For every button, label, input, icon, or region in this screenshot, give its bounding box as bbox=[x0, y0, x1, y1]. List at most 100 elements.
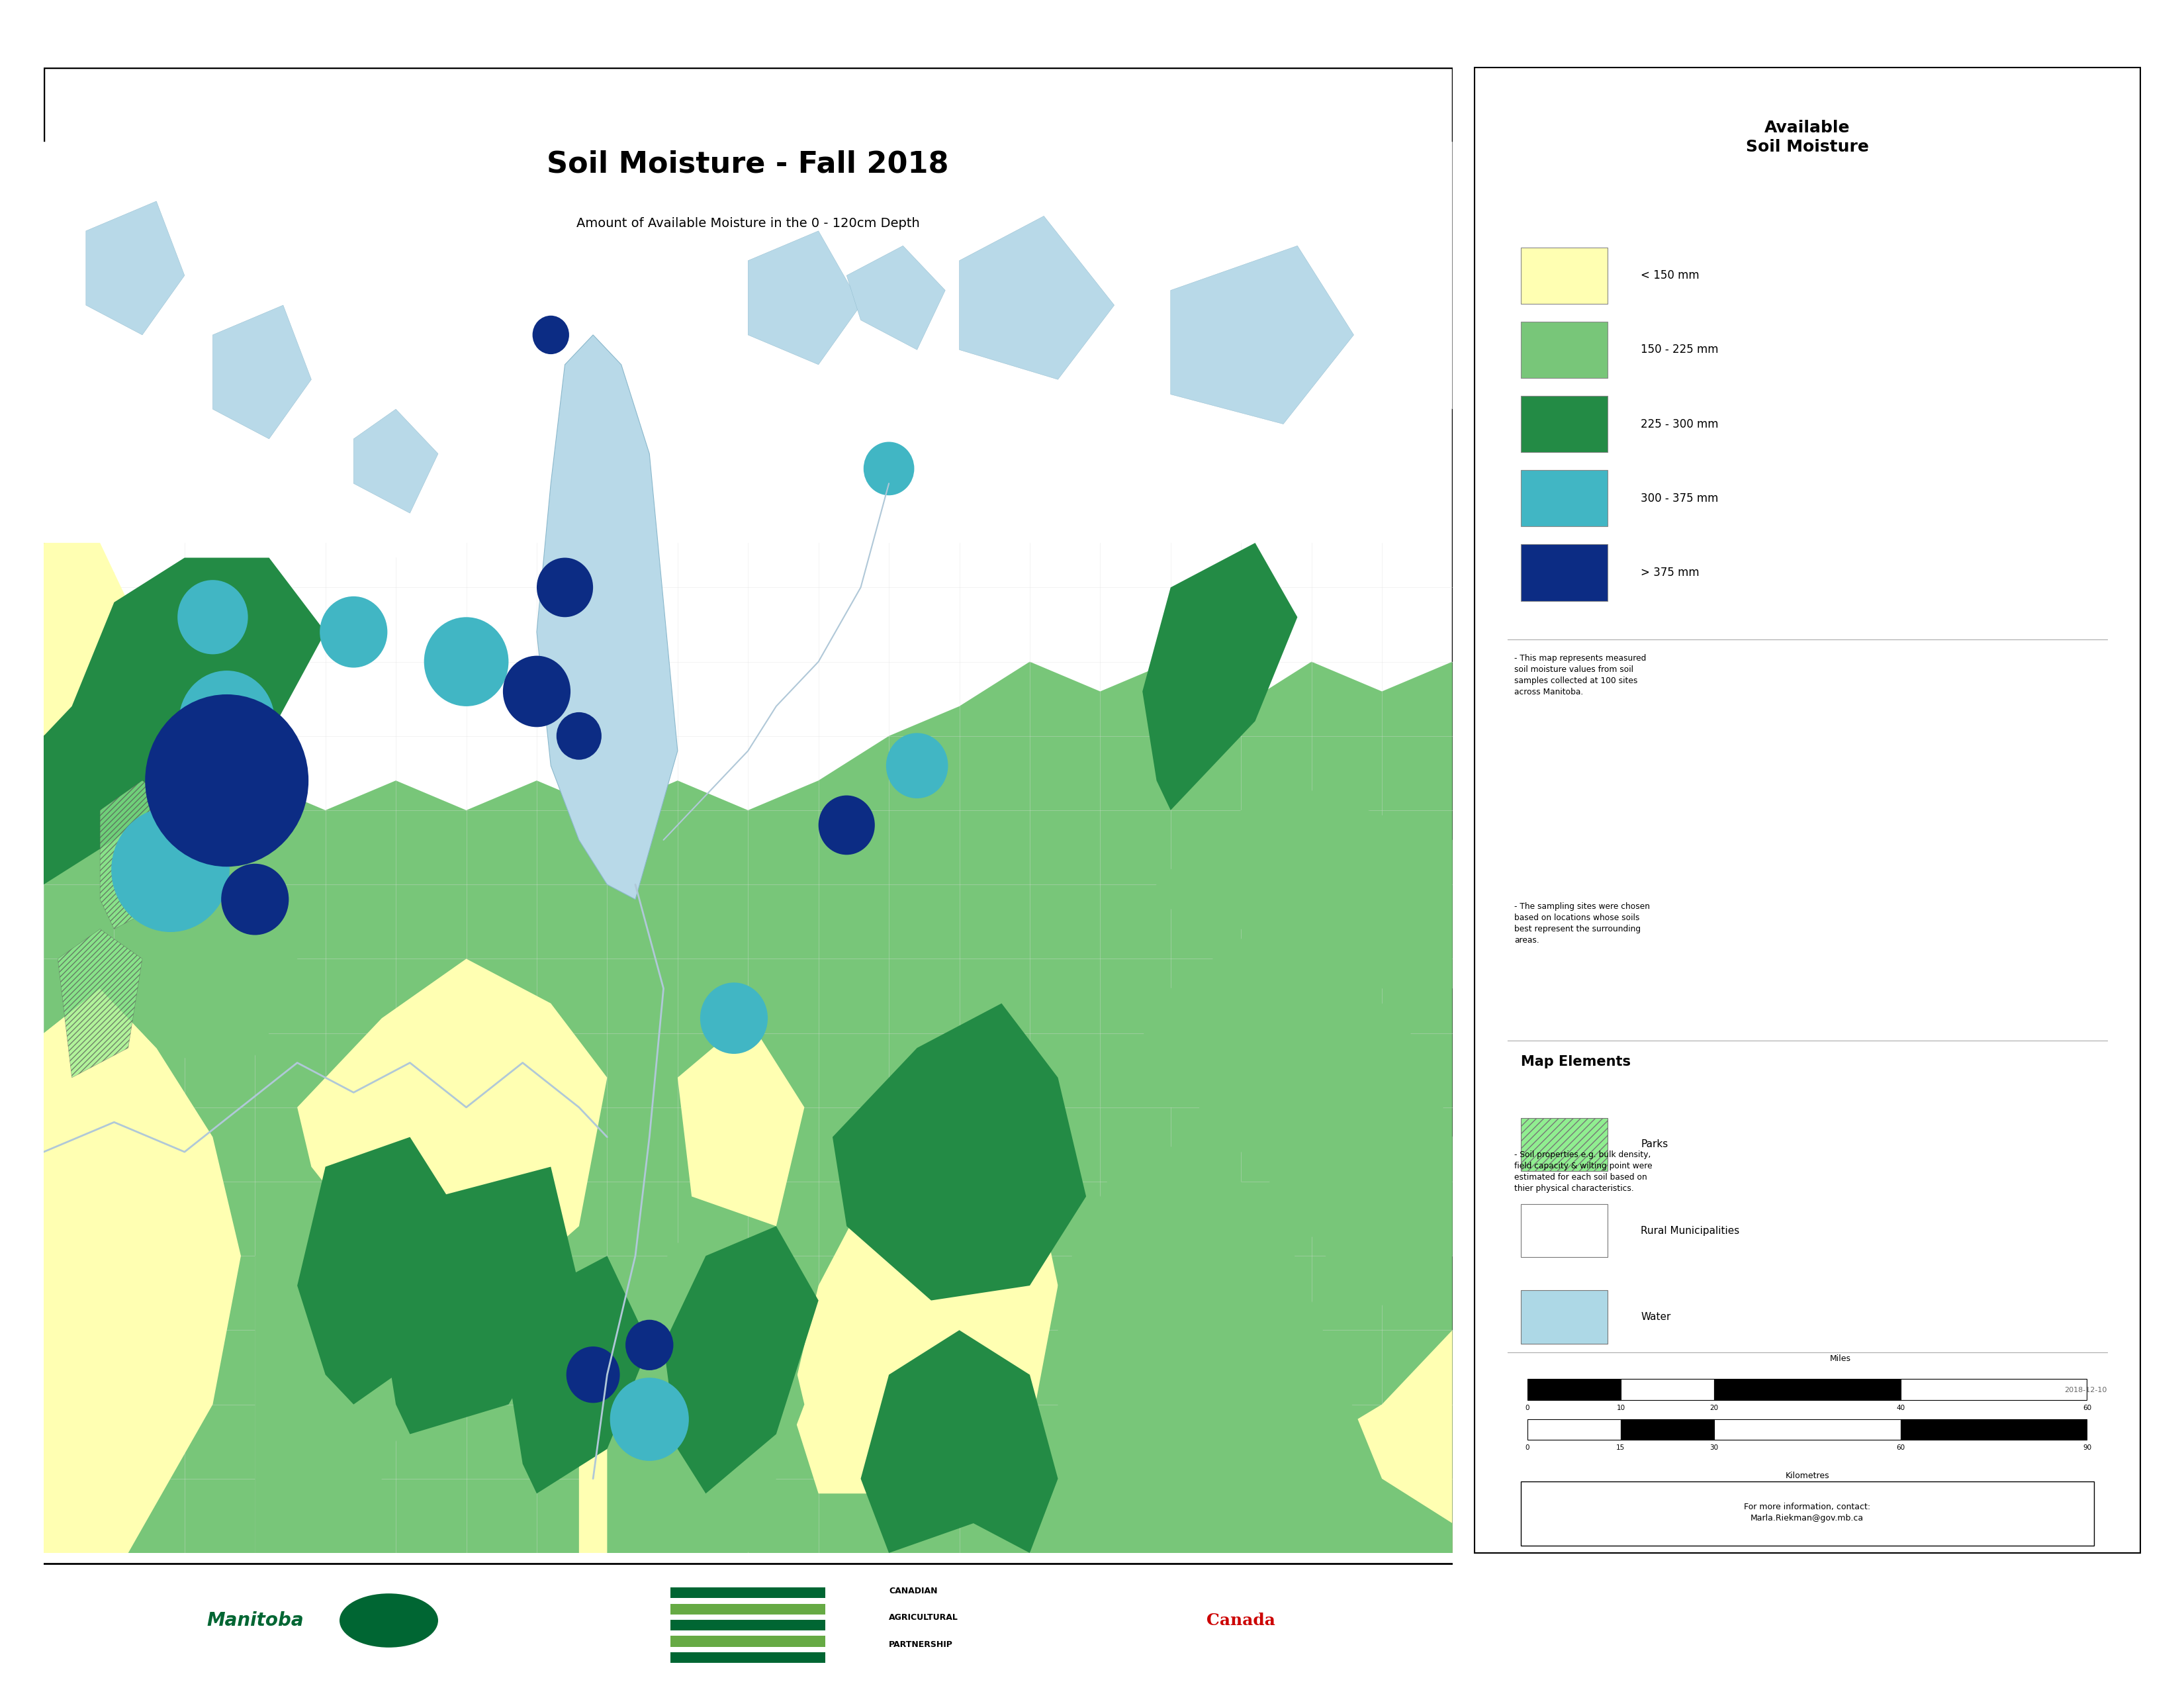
Text: - The sampling sites were chosen
based on locations whose soils
best represent t: - The sampling sites were chosen based o… bbox=[1514, 903, 1649, 945]
Text: Soil Moisture - Fall 2018: Soil Moisture - Fall 2018 bbox=[546, 150, 950, 179]
Polygon shape bbox=[1057, 1435, 1227, 1553]
Polygon shape bbox=[1142, 544, 1297, 810]
Polygon shape bbox=[509, 1256, 649, 1494]
Text: 10: 10 bbox=[1616, 1404, 1625, 1411]
Circle shape bbox=[111, 807, 229, 932]
Ellipse shape bbox=[339, 1593, 439, 1647]
Polygon shape bbox=[860, 1330, 1057, 1553]
Polygon shape bbox=[44, 989, 240, 1553]
Text: Canada: Canada bbox=[1208, 1612, 1275, 1629]
Circle shape bbox=[625, 1320, 673, 1371]
Text: 150 - 225 mm: 150 - 225 mm bbox=[1640, 344, 1719, 356]
Circle shape bbox=[819, 795, 876, 854]
Text: 40: 40 bbox=[1896, 1404, 1904, 1411]
Text: PARTNERSHIP: PARTNERSHIP bbox=[889, 1641, 952, 1649]
Circle shape bbox=[533, 316, 570, 354]
Text: 30: 30 bbox=[1710, 1445, 1719, 1452]
Circle shape bbox=[609, 1377, 688, 1460]
Text: Amount of Available Moisture in the 0 - 120cm Depth: Amount of Available Moisture in the 0 - … bbox=[577, 218, 919, 230]
Polygon shape bbox=[1057, 1138, 1452, 1553]
Polygon shape bbox=[354, 408, 439, 513]
Polygon shape bbox=[297, 959, 607, 1300]
Circle shape bbox=[537, 557, 594, 618]
Polygon shape bbox=[57, 928, 142, 1077]
Text: Kilometres: Kilometres bbox=[1784, 1472, 1830, 1480]
Circle shape bbox=[179, 670, 275, 771]
Bar bbox=[1520, 1290, 1607, 1344]
Circle shape bbox=[144, 694, 308, 866]
Text: - Soil properties e.g. bulk density,
field capacity & wilting point were
estimat: - Soil properties e.g. bulk density, fie… bbox=[1514, 1151, 1653, 1193]
Polygon shape bbox=[959, 216, 1114, 380]
Circle shape bbox=[887, 733, 948, 798]
Text: Miles: Miles bbox=[1830, 1354, 1852, 1362]
Text: 20: 20 bbox=[1710, 1404, 1719, 1411]
Polygon shape bbox=[100, 780, 183, 928]
Bar bbox=[1900, 1379, 2088, 1399]
Polygon shape bbox=[44, 662, 1452, 1553]
Text: CANADIAN: CANADIAN bbox=[889, 1587, 937, 1595]
Text: Rural Municipalities: Rural Municipalities bbox=[1640, 1225, 1738, 1236]
Text: 2018-12-10: 2018-12-10 bbox=[2064, 1386, 2108, 1393]
Bar bbox=[670, 1636, 826, 1647]
Polygon shape bbox=[1114, 780, 1452, 989]
Text: Parks: Parks bbox=[1640, 1139, 1669, 1150]
Polygon shape bbox=[1101, 928, 1452, 1315]
Bar bbox=[1621, 1420, 1714, 1440]
Polygon shape bbox=[832, 1003, 1085, 1300]
Bar bbox=[670, 1653, 826, 1663]
Bar bbox=[1520, 1482, 2094, 1546]
Polygon shape bbox=[44, 557, 325, 885]
Polygon shape bbox=[256, 1182, 411, 1553]
Bar bbox=[1621, 1379, 1714, 1399]
Text: 90: 90 bbox=[2084, 1445, 2092, 1452]
Text: For more information, contact:
Marla.Riekman@gov.mb.ca: For more information, contact: Marla.Rie… bbox=[1745, 1502, 1870, 1523]
Text: Available
Soil Moisture: Available Soil Moisture bbox=[1745, 120, 1870, 155]
Bar bbox=[1520, 395, 1607, 452]
Circle shape bbox=[177, 581, 249, 655]
Text: Map Elements: Map Elements bbox=[1520, 1055, 1631, 1069]
Polygon shape bbox=[44, 142, 1452, 572]
Text: - This map represents measured
soil moisture values from soil
samples collected : - This map represents measured soil mois… bbox=[1514, 655, 1647, 697]
Bar bbox=[1527, 1420, 1621, 1440]
Circle shape bbox=[557, 712, 601, 760]
Text: 60: 60 bbox=[1896, 1445, 1904, 1452]
Bar bbox=[1900, 1420, 2088, 1440]
Polygon shape bbox=[382, 1166, 579, 1435]
Text: 0: 0 bbox=[1524, 1445, 1529, 1452]
Polygon shape bbox=[607, 1225, 804, 1553]
Bar bbox=[1520, 544, 1607, 601]
Polygon shape bbox=[847, 246, 946, 349]
Polygon shape bbox=[747, 231, 860, 365]
Circle shape bbox=[566, 1347, 620, 1403]
Text: Manitoba: Manitoba bbox=[207, 1612, 304, 1629]
Bar bbox=[1527, 1379, 1621, 1399]
Bar bbox=[1520, 246, 1607, 304]
Polygon shape bbox=[791, 1107, 1057, 1494]
Polygon shape bbox=[44, 841, 297, 1077]
Circle shape bbox=[221, 864, 288, 935]
Polygon shape bbox=[537, 334, 677, 900]
Circle shape bbox=[863, 442, 915, 495]
Text: 225 - 300 mm: 225 - 300 mm bbox=[1640, 419, 1719, 430]
Circle shape bbox=[701, 982, 769, 1053]
Polygon shape bbox=[664, 1225, 819, 1494]
Bar bbox=[670, 1587, 826, 1599]
Polygon shape bbox=[85, 201, 183, 334]
Polygon shape bbox=[677, 1018, 804, 1225]
Text: AGRICULTURAL: AGRICULTURAL bbox=[889, 1614, 959, 1622]
Bar bbox=[1520, 321, 1607, 378]
Bar bbox=[1520, 1117, 1607, 1171]
Polygon shape bbox=[297, 1138, 467, 1404]
Circle shape bbox=[319, 596, 387, 668]
Text: 300 - 375 mm: 300 - 375 mm bbox=[1640, 493, 1719, 505]
Bar bbox=[1520, 469, 1607, 527]
Text: 60: 60 bbox=[2084, 1404, 2092, 1411]
Text: Water: Water bbox=[1640, 1312, 1671, 1322]
Bar bbox=[1714, 1420, 1900, 1440]
Polygon shape bbox=[1171, 246, 1354, 424]
Text: 0: 0 bbox=[1524, 1404, 1529, 1411]
Polygon shape bbox=[579, 1374, 747, 1553]
Polygon shape bbox=[44, 544, 129, 736]
Polygon shape bbox=[1199, 1330, 1452, 1553]
Bar bbox=[1520, 1204, 1607, 1258]
